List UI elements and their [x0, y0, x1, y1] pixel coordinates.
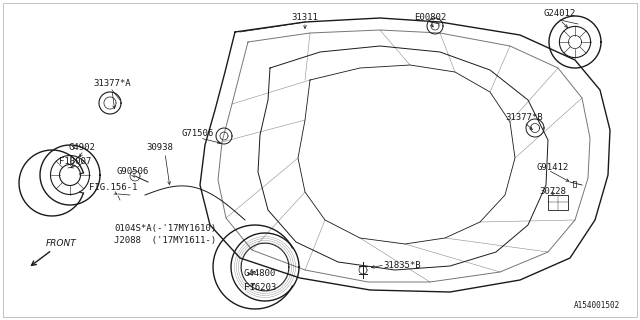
Text: G90506: G90506: [117, 166, 149, 175]
Text: G91412: G91412: [537, 164, 569, 172]
Text: G44800: G44800: [244, 269, 276, 278]
Text: A154001502: A154001502: [573, 301, 620, 310]
Text: FIG.156-1: FIG.156-1: [89, 183, 137, 193]
Text: 31377*A: 31377*A: [93, 79, 131, 89]
Text: G24012: G24012: [544, 10, 576, 19]
Text: 31377*B: 31377*B: [505, 114, 543, 123]
Text: F18007: F18007: [59, 157, 91, 166]
Text: 30728: 30728: [540, 188, 566, 196]
Text: F16203: F16203: [244, 284, 276, 292]
Text: 0104S*A(-'17MY1610): 0104S*A(-'17MY1610): [114, 223, 216, 233]
Text: 31835*B: 31835*B: [383, 260, 420, 269]
Text: 30938: 30938: [147, 143, 173, 153]
Text: E00802: E00802: [414, 13, 446, 22]
Text: J2088  ('17MY1611-): J2088 ('17MY1611-): [114, 236, 216, 244]
Text: G4902: G4902: [68, 142, 95, 151]
Text: G71506: G71506: [182, 129, 214, 138]
Text: FRONT: FRONT: [46, 239, 77, 249]
Text: 31311: 31311: [292, 13, 319, 22]
